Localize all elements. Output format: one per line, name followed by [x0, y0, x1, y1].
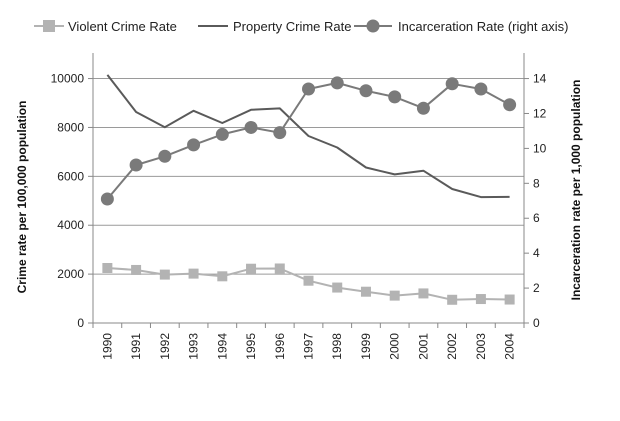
data-point-incarceration — [215, 127, 229, 141]
gridlines — [93, 78, 524, 275]
legend-label-property: Property Crime Rate — [233, 19, 351, 34]
x-tick-label: 2001 — [416, 333, 430, 360]
y-left-tick-label: 10000 — [51, 72, 85, 86]
series-group — [100, 74, 517, 305]
legend-item-violent: Violent Crime Rate — [34, 19, 177, 34]
y-right-tick-label: 6 — [533, 211, 540, 225]
data-point-violent — [188, 268, 199, 279]
data-point-incarceration — [503, 98, 517, 112]
data-point-incarceration — [244, 120, 258, 134]
x-tick-label: 1991 — [129, 333, 143, 360]
x-tick-label: 1994 — [215, 333, 229, 360]
y-right-tick-label: 8 — [533, 176, 540, 190]
axes — [92, 53, 525, 324]
y-left-tick-label: 8000 — [57, 120, 84, 134]
data-point-incarceration — [100, 192, 114, 206]
y-right-tick-label: 2 — [533, 281, 540, 295]
data-point-incarceration — [388, 90, 402, 104]
data-point-violent — [360, 286, 371, 297]
x-tick-label: 1995 — [244, 333, 258, 360]
y-right-tick-label: 14 — [533, 72, 547, 86]
data-point-incarceration — [302, 82, 315, 96]
x-tick-label: 2000 — [388, 333, 402, 360]
x-tick-label: 2003 — [474, 333, 488, 360]
y-right-tick-label: 0 — [533, 316, 540, 330]
data-point-incarceration — [129, 158, 143, 172]
data-point-violent — [504, 294, 515, 305]
legend-label-violent: Violent Crime Rate — [68, 19, 177, 34]
left-axis-ticks: 0 2000 4000 6000 8000 10000 — [51, 72, 93, 330]
data-point-incarceration — [187, 138, 201, 152]
data-point-incarceration — [474, 82, 488, 96]
y-left-axis-title: Crime rate per 100,000 population — [15, 101, 29, 294]
data-point-violent — [246, 263, 257, 274]
data-point-violent — [447, 294, 458, 305]
data-point-incarceration — [445, 77, 459, 91]
data-point-incarceration — [330, 76, 344, 90]
right-axis-ticks: 0 2 4 6 8 10 12 14 — [524, 72, 547, 330]
data-point-violent — [303, 275, 314, 286]
legend-label-incarceration: Incarceration Rate (right axis) — [398, 19, 569, 34]
x-tick-label: 2004 — [503, 333, 517, 360]
x-tick-label: 1996 — [273, 333, 287, 360]
data-point-violent — [274, 263, 285, 274]
y-right-tick-label: 12 — [533, 106, 547, 120]
data-point-incarceration — [158, 149, 172, 163]
y-right-tick-label: 10 — [533, 141, 547, 155]
data-point-violent — [475, 294, 486, 305]
x-tick-label: 2002 — [445, 333, 459, 360]
x-tick-label: 1992 — [158, 333, 172, 360]
y-right-tick-label: 4 — [533, 246, 540, 260]
x-axis-ticks: 1990 1991 1992 1993 1994 1995 1996 1997 1998 1999… — [92, 323, 525, 360]
series-line-property — [106, 74, 510, 199]
data-point-violent — [389, 290, 400, 301]
data-point-violent — [217, 271, 228, 282]
y-left-tick-label: 6000 — [57, 169, 84, 183]
y-left-tick-label: 0 — [77, 316, 84, 330]
y-left-tick-label: 2000 — [57, 267, 84, 281]
legend: Violent Crime Rate Property Crime Rate I… — [34, 19, 569, 34]
series-line-incarceration — [106, 81, 511, 200]
x-tick-label: 1993 — [187, 333, 201, 360]
legend-item-incarceration: Incarceration Rate (right axis) — [354, 19, 569, 34]
data-point-incarceration — [273, 126, 287, 140]
data-point-violent — [418, 288, 429, 299]
y-right-axis-title: Incarceration rate per 1,000 population — [569, 80, 583, 301]
x-tick-label: 1990 — [100, 333, 114, 360]
data-point-violent — [131, 264, 142, 275]
data-point-violent — [332, 282, 343, 293]
data-point-violent — [159, 269, 170, 280]
data-point-violent — [102, 263, 113, 273]
data-point-incarceration — [359, 84, 373, 98]
x-tick-label: 1998 — [330, 333, 344, 360]
y-left-tick-label: 4000 — [57, 218, 84, 232]
x-tick-label: 1997 — [302, 333, 316, 360]
x-tick-label: 1999 — [359, 333, 373, 360]
legend-item-property: Property Crime Rate — [198, 19, 351, 34]
data-point-incarceration — [416, 101, 430, 115]
